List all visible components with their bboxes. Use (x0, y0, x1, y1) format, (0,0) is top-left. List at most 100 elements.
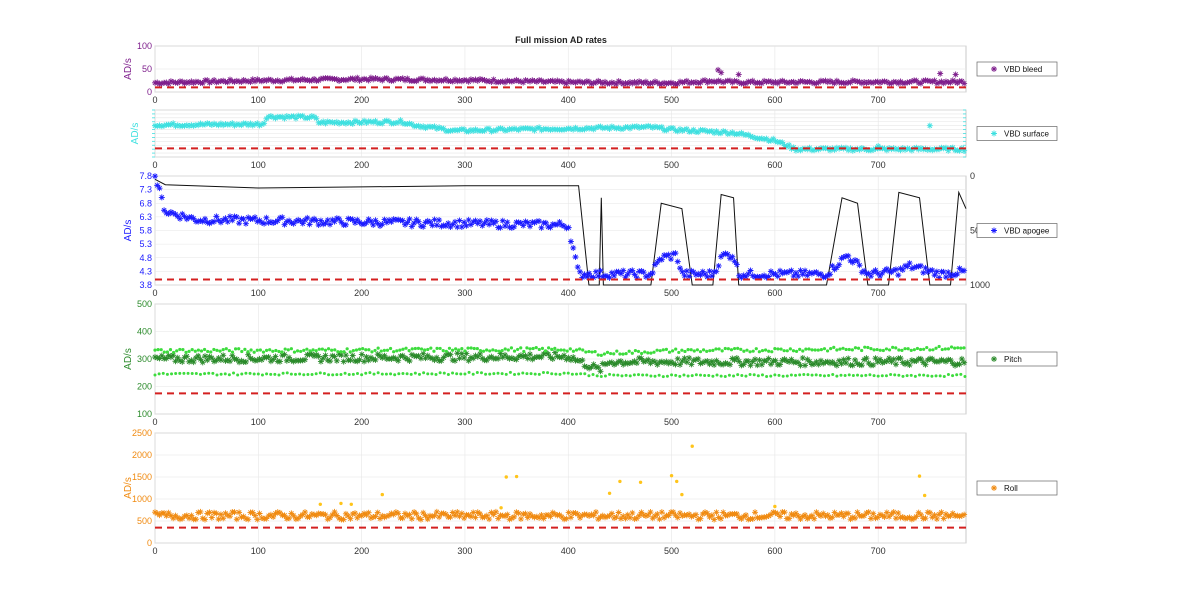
data-point (870, 146, 877, 153)
data-point (442, 371, 446, 375)
data-point (211, 120, 218, 127)
data-point (465, 357, 472, 364)
data-point (540, 515, 547, 522)
data-point (172, 512, 179, 519)
data-point (856, 512, 863, 519)
data-point (372, 217, 379, 224)
data-point (795, 359, 802, 366)
data-point (802, 512, 809, 519)
data-point (323, 348, 328, 352)
data-point (363, 119, 370, 126)
data-point (331, 353, 338, 360)
data-point (897, 514, 904, 521)
data-point (490, 76, 497, 83)
data-point (504, 77, 511, 84)
data-point (515, 510, 522, 517)
data-point (747, 267, 754, 274)
data-point (458, 223, 465, 230)
y-tick-label: 100 (137, 409, 152, 419)
data-point (292, 350, 297, 354)
data-point (351, 372, 355, 376)
data-point (167, 78, 174, 85)
data-point (170, 515, 177, 522)
legend-box (976, 480, 1058, 496)
x-tick-label: 700 (871, 160, 886, 170)
data-point (199, 80, 206, 87)
data-point (260, 373, 264, 377)
data-point (516, 347, 520, 352)
data-point (245, 351, 252, 358)
data-point (899, 359, 906, 366)
data-point (790, 144, 797, 151)
data-point (608, 269, 615, 276)
data-point (820, 360, 827, 367)
data-point (308, 113, 315, 120)
data-point (654, 361, 661, 368)
data-point (277, 358, 284, 365)
data-point (348, 350, 352, 354)
data-point (438, 371, 442, 375)
data-point (395, 216, 402, 223)
data-point (883, 78, 890, 85)
data-point (183, 122, 190, 129)
data-point (840, 513, 847, 520)
data-point (751, 349, 755, 353)
data-point (827, 271, 834, 278)
data-point (220, 122, 227, 129)
data-point (611, 124, 618, 131)
data-point (213, 121, 220, 128)
data-point (630, 351, 634, 355)
data-point (429, 123, 436, 130)
data-point (274, 77, 281, 84)
data-point (283, 218, 290, 225)
data-point (402, 510, 409, 517)
data-point (749, 134, 756, 141)
data-point (179, 210, 186, 217)
data-point (506, 348, 510, 352)
data-point (537, 347, 541, 352)
data-point (163, 512, 170, 519)
data-point (416, 346, 421, 350)
data-point (327, 221, 334, 228)
data-point (370, 350, 374, 354)
data-point (633, 515, 640, 522)
data-point (178, 371, 182, 375)
data-point (552, 349, 559, 356)
data-point (527, 511, 534, 518)
data-point (361, 358, 368, 365)
data-point (314, 349, 318, 353)
data-point (367, 514, 374, 521)
data-point (785, 374, 789, 378)
data-point (736, 346, 740, 350)
data-point (495, 355, 502, 362)
data-point (184, 350, 188, 355)
data-point (463, 350, 470, 357)
data-point (703, 374, 707, 378)
data-point (481, 514, 488, 521)
x-tick-label: 300 (457, 160, 472, 170)
data-point (708, 349, 712, 353)
data-point (720, 361, 727, 368)
data-point (781, 269, 788, 276)
data-point (254, 516, 261, 523)
data-point (883, 265, 890, 272)
x-tick-label: 300 (457, 95, 472, 105)
data-point (379, 349, 383, 353)
data-point (853, 346, 858, 350)
data-point (807, 347, 811, 351)
data-point (888, 511, 895, 518)
data-point (508, 126, 515, 133)
data-point (264, 348, 269, 352)
data-point (563, 225, 570, 232)
data-point (695, 129, 702, 136)
data-point (806, 373, 810, 377)
data-point (342, 77, 349, 84)
data-point (488, 372, 492, 376)
data-point (488, 128, 495, 135)
data-point (457, 348, 461, 352)
data-point (452, 357, 459, 364)
right-y-tick-label: 0 (970, 171, 975, 181)
data-point (831, 266, 838, 273)
data-point (506, 224, 513, 231)
data-point (942, 144, 949, 151)
